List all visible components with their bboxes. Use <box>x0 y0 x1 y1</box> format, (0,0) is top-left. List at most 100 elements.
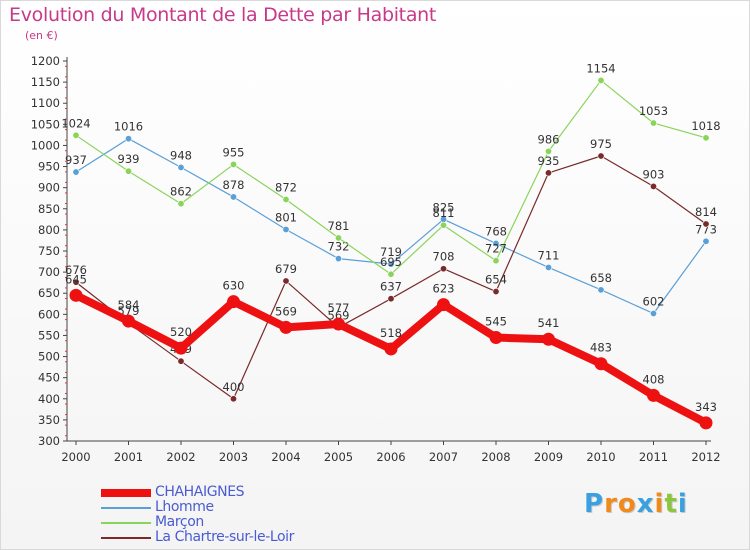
data-label: 1154 <box>586 61 615 75</box>
legend-label: La Chartre-sur-le-Loir <box>155 529 295 545</box>
data-point <box>544 169 552 177</box>
data-point <box>594 357 608 371</box>
data-point <box>227 295 240 309</box>
data-point <box>177 357 185 365</box>
data-point <box>174 341 188 355</box>
data-point <box>492 288 500 296</box>
data-point <box>334 255 342 263</box>
data-label: 541 <box>538 316 560 330</box>
x-tick-label: 2008 <box>481 450 510 464</box>
logo-letter: P <box>584 489 605 519</box>
y-tick-label: 650 <box>38 286 60 300</box>
y-tick-label: 900 <box>38 181 60 195</box>
y-tick-label: 1150 <box>31 75 60 89</box>
data-label: 935 <box>538 154 560 168</box>
data-point <box>230 395 238 403</box>
data-point <box>282 225 290 233</box>
data-point <box>439 221 447 229</box>
data-label: 623 <box>433 282 455 296</box>
data-label: 645 <box>65 272 87 286</box>
data-point <box>69 288 83 302</box>
x-tick-label: 2004 <box>271 450 300 464</box>
y-tick-label: 950 <box>38 160 60 174</box>
logo-letter: r <box>604 489 618 519</box>
data-point <box>702 220 710 228</box>
data-point <box>702 237 710 245</box>
data-label: 584 <box>118 298 140 312</box>
data-label: 727 <box>485 242 507 256</box>
chart-subtitle: (en €) <box>25 29 58 42</box>
data-label: 676 <box>65 263 87 277</box>
data-label: 658 <box>590 271 612 285</box>
data-point <box>387 260 395 268</box>
data-label: 1018 <box>691 119 720 133</box>
data-label: 801 <box>275 210 297 224</box>
data-label: 1024 <box>61 116 90 130</box>
data-point <box>332 317 345 331</box>
data-label: 520 <box>170 325 192 339</box>
data-label: 878 <box>223 178 245 192</box>
data-label: 825 <box>433 200 455 214</box>
data-label: 518 <box>380 326 402 340</box>
data-label: 811 <box>433 206 455 220</box>
data-label: 719 <box>380 245 402 259</box>
data-label: 630 <box>223 279 245 293</box>
data-label: 637 <box>380 280 402 294</box>
data-label: 781 <box>328 219 350 233</box>
data-label: 602 <box>643 294 665 308</box>
data-label: 732 <box>328 240 350 254</box>
y-tick-label: 550 <box>38 328 60 342</box>
y-tick-label: 600 <box>38 307 60 321</box>
data-point <box>437 298 450 312</box>
data-point <box>279 320 293 334</box>
data-point <box>699 416 713 430</box>
legend-swatch <box>101 507 151 509</box>
data-label: 400 <box>223 380 245 394</box>
data-label: 545 <box>485 315 507 329</box>
chart-title: Evolution du Montant de la Dette par Hab… <box>9 4 437 26</box>
y-tick-label: 400 <box>38 392 60 406</box>
data-point <box>177 200 185 208</box>
x-tick-label: 2006 <box>376 450 405 464</box>
data-point <box>384 342 398 356</box>
logo-letter: i <box>677 489 688 519</box>
data-label: 708 <box>433 250 455 264</box>
data-label: 986 <box>538 132 560 146</box>
data-label: 939 <box>118 152 140 166</box>
data-label: 577 <box>328 301 350 315</box>
data-label: 695 <box>380 255 402 269</box>
data-label: 937 <box>65 153 87 167</box>
data-point <box>492 257 500 265</box>
data-point <box>125 135 133 143</box>
data-point <box>597 76 605 84</box>
data-point <box>282 277 290 285</box>
data-label: 955 <box>223 145 245 159</box>
data-point <box>489 331 503 345</box>
y-tick-label: 1050 <box>31 117 60 131</box>
legend-label: Lhomme <box>155 499 214 515</box>
y-tick-label: 850 <box>38 202 60 216</box>
y-tick-label: 1200 <box>31 54 60 68</box>
data-point <box>597 152 605 160</box>
data-label: 679 <box>275 262 297 276</box>
data-point <box>387 270 395 278</box>
legend-swatch <box>101 522 151 524</box>
x-tick-label: 2012 <box>691 450 720 464</box>
data-label: 975 <box>590 137 612 151</box>
data-label: 343 <box>695 400 717 414</box>
data-point <box>649 119 657 127</box>
legend-swatch <box>101 489 151 497</box>
y-tick-label: 450 <box>38 371 60 385</box>
y-tick-label: 300 <box>38 434 60 448</box>
data-point <box>387 295 395 303</box>
data-label: 654 <box>485 273 507 287</box>
x-tick-label: 2007 <box>429 450 458 464</box>
data-point <box>334 234 342 242</box>
logo-letter: o <box>617 489 637 519</box>
x-tick-label: 2005 <box>324 450 353 464</box>
series-line-0 <box>74 291 708 427</box>
data-point <box>230 193 238 201</box>
data-label: 569 <box>275 304 297 318</box>
logo-letter: i <box>654 489 665 519</box>
